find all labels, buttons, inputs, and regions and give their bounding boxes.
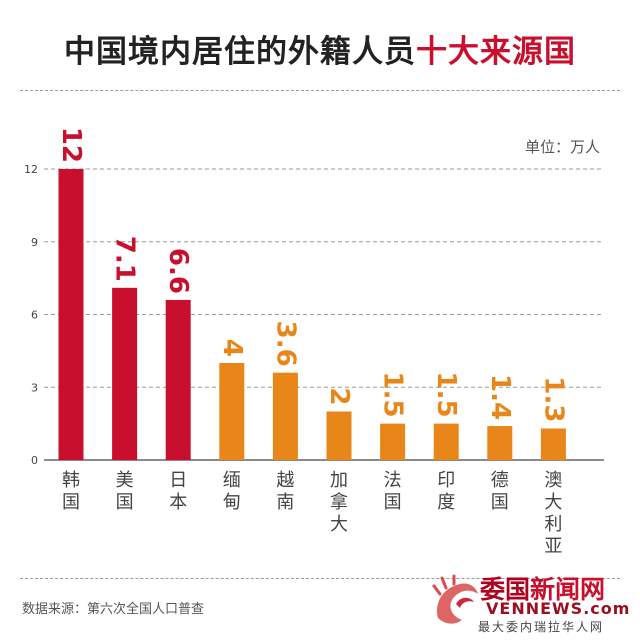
bar — [487, 426, 513, 460]
logo-domain: VENNEWS.com — [486, 599, 631, 618]
y-tick-label: 9 — [31, 236, 38, 249]
logo-name: 委国新闻网 — [480, 575, 606, 604]
data-label: 1.4 — [485, 374, 515, 420]
x-tick-label: 德国 — [491, 470, 509, 513]
y-tick-label: 12 — [24, 163, 38, 176]
y-tick-label: 6 — [31, 309, 38, 322]
data-label: 7.1 — [110, 236, 140, 282]
bar — [165, 299, 191, 460]
data-label: 1.5 — [431, 372, 461, 418]
bar — [272, 372, 298, 460]
bar — [540, 428, 566, 460]
bar — [433, 423, 459, 460]
site-logo: 委国新闻网 VENNEWS.com 最大委内瑞拉华人网 — [430, 570, 635, 638]
x-tick-label: 越南 — [276, 470, 294, 513]
x-tick-label: 美国 — [116, 470, 134, 513]
data-label: 4 — [217, 339, 247, 357]
y-tick-label: 3 — [31, 381, 38, 394]
y-tick-label: 0 — [31, 454, 38, 467]
chart-title: 中国境内居住的外籍人员十大来源国 — [0, 26, 640, 71]
x-tick-label: 印度 — [437, 470, 455, 513]
logo-tagline: 最大委内瑞拉华人网 — [478, 620, 605, 634]
bar — [326, 411, 352, 460]
data-label: 1.5 — [378, 372, 408, 418]
bar — [112, 287, 138, 460]
x-tick-label: 韩国 — [62, 470, 80, 513]
data-label: 12 — [56, 127, 86, 163]
x-tick-label: 法国 — [384, 470, 402, 513]
title-highlight: 十大来源国 — [416, 34, 576, 70]
bar — [58, 169, 84, 460]
title-main: 中国境内居住的外籍人员 — [64, 34, 416, 70]
x-tick-label: 缅甸 — [223, 470, 241, 513]
x-tick-label: 澳大利亚 — [544, 470, 562, 557]
data-label: 6.6 — [163, 248, 193, 294]
bottom-divider — [20, 578, 620, 579]
bar — [219, 363, 245, 460]
source-note: 数据来源：第六次全国人口普查 — [22, 602, 205, 617]
data-label: 2 — [324, 387, 354, 405]
data-label: 1.3 — [538, 376, 568, 422]
x-tick-label: 加拿大 — [330, 470, 348, 535]
unit-label: 单位：万人 — [524, 138, 600, 156]
data-label: 3.6 — [270, 321, 300, 367]
dragon-logo-icon — [432, 574, 478, 624]
top-divider — [20, 90, 620, 91]
bar — [380, 423, 406, 460]
x-tick-label: 日本 — [169, 470, 187, 513]
